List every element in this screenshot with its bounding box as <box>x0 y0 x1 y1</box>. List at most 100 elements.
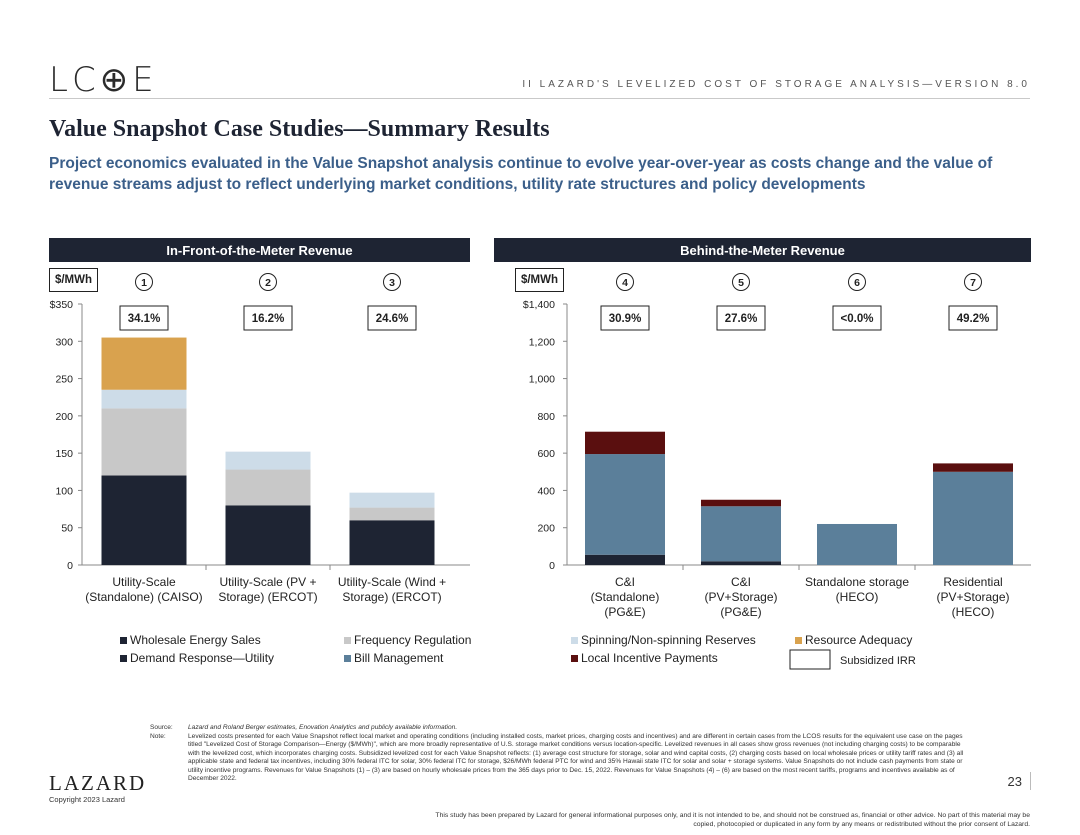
case-number: 5 <box>738 277 744 289</box>
legend-label: Demand Response—Utility <box>130 651 274 665</box>
x-tick-label: Storage) (ERCOT) <box>342 590 441 604</box>
copyright: Copyright 2023 Lazard <box>49 795 125 804</box>
irr-value: 24.6% <box>376 313 409 325</box>
legend-label: Local Incentive Payments <box>581 651 718 665</box>
y-tick-label: 200 <box>537 523 555 535</box>
irr-value: 16.2% <box>252 313 285 325</box>
legend-label: Spinning/Non-spinning Reserves <box>581 633 756 647</box>
x-tick-label: (Standalone) (CAISO) <box>85 590 202 604</box>
bar-segment <box>101 389 187 409</box>
case-number: 1 <box>141 277 147 289</box>
case-number-circle <box>848 273 866 291</box>
y-tick-label: $1,400 <box>523 299 555 311</box>
x-tick-label: C&I <box>615 575 635 589</box>
x-tick-label: Utility-Scale (PV + <box>219 575 316 589</box>
bar-segment <box>349 520 435 565</box>
bar-segment <box>933 463 1013 472</box>
irr-box <box>716 305 766 331</box>
disclaimer: This study has been prepared by Lazard f… <box>435 812 1030 828</box>
x-tick-label: (PG&E) <box>604 605 645 619</box>
bar-segment <box>585 431 665 455</box>
bar-segment <box>101 337 187 390</box>
note-label: Note: <box>150 732 166 740</box>
lcoe-logo: LC⊕E <box>49 60 158 100</box>
page-number-divider <box>1030 772 1031 790</box>
legend-label: Subsidized IRR <box>840 655 916 667</box>
x-tick-label: Residential <box>943 575 1002 589</box>
legend-label: Bill Management <box>354 651 444 665</box>
panel-title-behind-meter: Behind-the-Meter Revenue <box>494 238 1031 262</box>
irr-value: 30.9% <box>609 313 642 325</box>
y-tick-label: $350 <box>50 299 74 311</box>
y-tick-label: 0 <box>67 560 73 572</box>
x-tick-label: (HECO) <box>836 590 879 604</box>
case-number: 6 <box>854 277 860 289</box>
legend-swatch <box>120 655 127 662</box>
source-text: Lazard and Roland Berger estimates, Enov… <box>188 724 458 731</box>
y-tick-label: 400 <box>537 485 555 497</box>
legend-swatch <box>571 655 578 662</box>
unit-label-left: $/MWh <box>49 268 98 292</box>
lazard-logo: LAZARD <box>49 771 147 795</box>
irr-box <box>367 305 417 331</box>
unit-label-right: $/MWh <box>515 268 564 292</box>
legend-swatch <box>344 655 351 662</box>
case-number-circle <box>964 273 982 291</box>
case-number-circle <box>616 273 634 291</box>
bar-segment <box>225 469 311 506</box>
legend-label: Wholesale Energy Sales <box>130 633 261 647</box>
x-tick-label: (PV+Storage) <box>704 590 777 604</box>
legend-label: Resource Adequacy <box>805 633 912 647</box>
bar-segment <box>585 554 665 565</box>
report-title: II LAZARD'S LEVELIZED COST OF STORAGE AN… <box>522 79 1030 90</box>
x-tick-label: Utility-Scale (Wind + <box>338 575 446 589</box>
bar-segment <box>225 505 311 565</box>
bar-segment <box>585 454 665 555</box>
note-text: Levelized costs presented for each Value… <box>188 732 964 783</box>
bar-segment <box>101 408 187 476</box>
case-number: 2 <box>265 277 271 289</box>
bar-segment <box>701 561 781 565</box>
irr-value: 49.2% <box>957 313 990 325</box>
y-tick-label: 600 <box>537 448 555 460</box>
bar-segment <box>349 507 435 521</box>
y-tick-label: 200 <box>55 411 73 423</box>
y-tick-label: 100 <box>55 485 73 497</box>
legend-swatch <box>344 637 351 644</box>
irr-value: <0.0% <box>841 313 874 325</box>
page-subtitle: Project economics evaluated in the Value… <box>49 155 993 193</box>
bar-segment <box>701 506 781 562</box>
irr-value: 27.6% <box>725 313 758 325</box>
legend-swatch <box>795 637 802 644</box>
irr-box <box>600 305 650 331</box>
irr-box <box>832 305 882 331</box>
x-tick-label: (Standalone) <box>591 590 660 604</box>
page-number: 23 <box>1007 774 1022 789</box>
source-label: Source: <box>150 724 173 731</box>
y-tick-label: 800 <box>537 411 555 423</box>
header-divider <box>49 98 1030 99</box>
y-tick-label: 1,000 <box>529 374 555 386</box>
legend-irr-box <box>789 649 831 670</box>
bar-segment <box>817 523 897 565</box>
bar-segment <box>225 451 311 470</box>
panel-title-front-of-meter: In-Front-of-the-Meter Revenue <box>49 238 470 262</box>
page-title: Value Snapshot Case Studies—Summary Resu… <box>49 116 550 142</box>
legend-label: Frequency Regulation <box>354 633 471 647</box>
y-tick-label: 50 <box>61 523 73 535</box>
bar-segment <box>101 475 187 565</box>
case-number-circle <box>732 273 750 291</box>
case-number-circle <box>259 273 277 291</box>
irr-box <box>948 305 998 331</box>
x-tick-label: Standalone storage <box>805 575 909 589</box>
x-tick-label: Utility-Scale <box>112 575 176 589</box>
irr-box <box>243 305 293 331</box>
case-number: 4 <box>622 277 628 289</box>
bar-segment <box>701 499 781 507</box>
bar-segment <box>349 492 435 508</box>
bar-segment <box>933 471 1013 565</box>
case-number-circle <box>135 273 153 291</box>
x-tick-label: (PG&E) <box>720 605 761 619</box>
x-tick-label: Storage) (ERCOT) <box>218 590 317 604</box>
